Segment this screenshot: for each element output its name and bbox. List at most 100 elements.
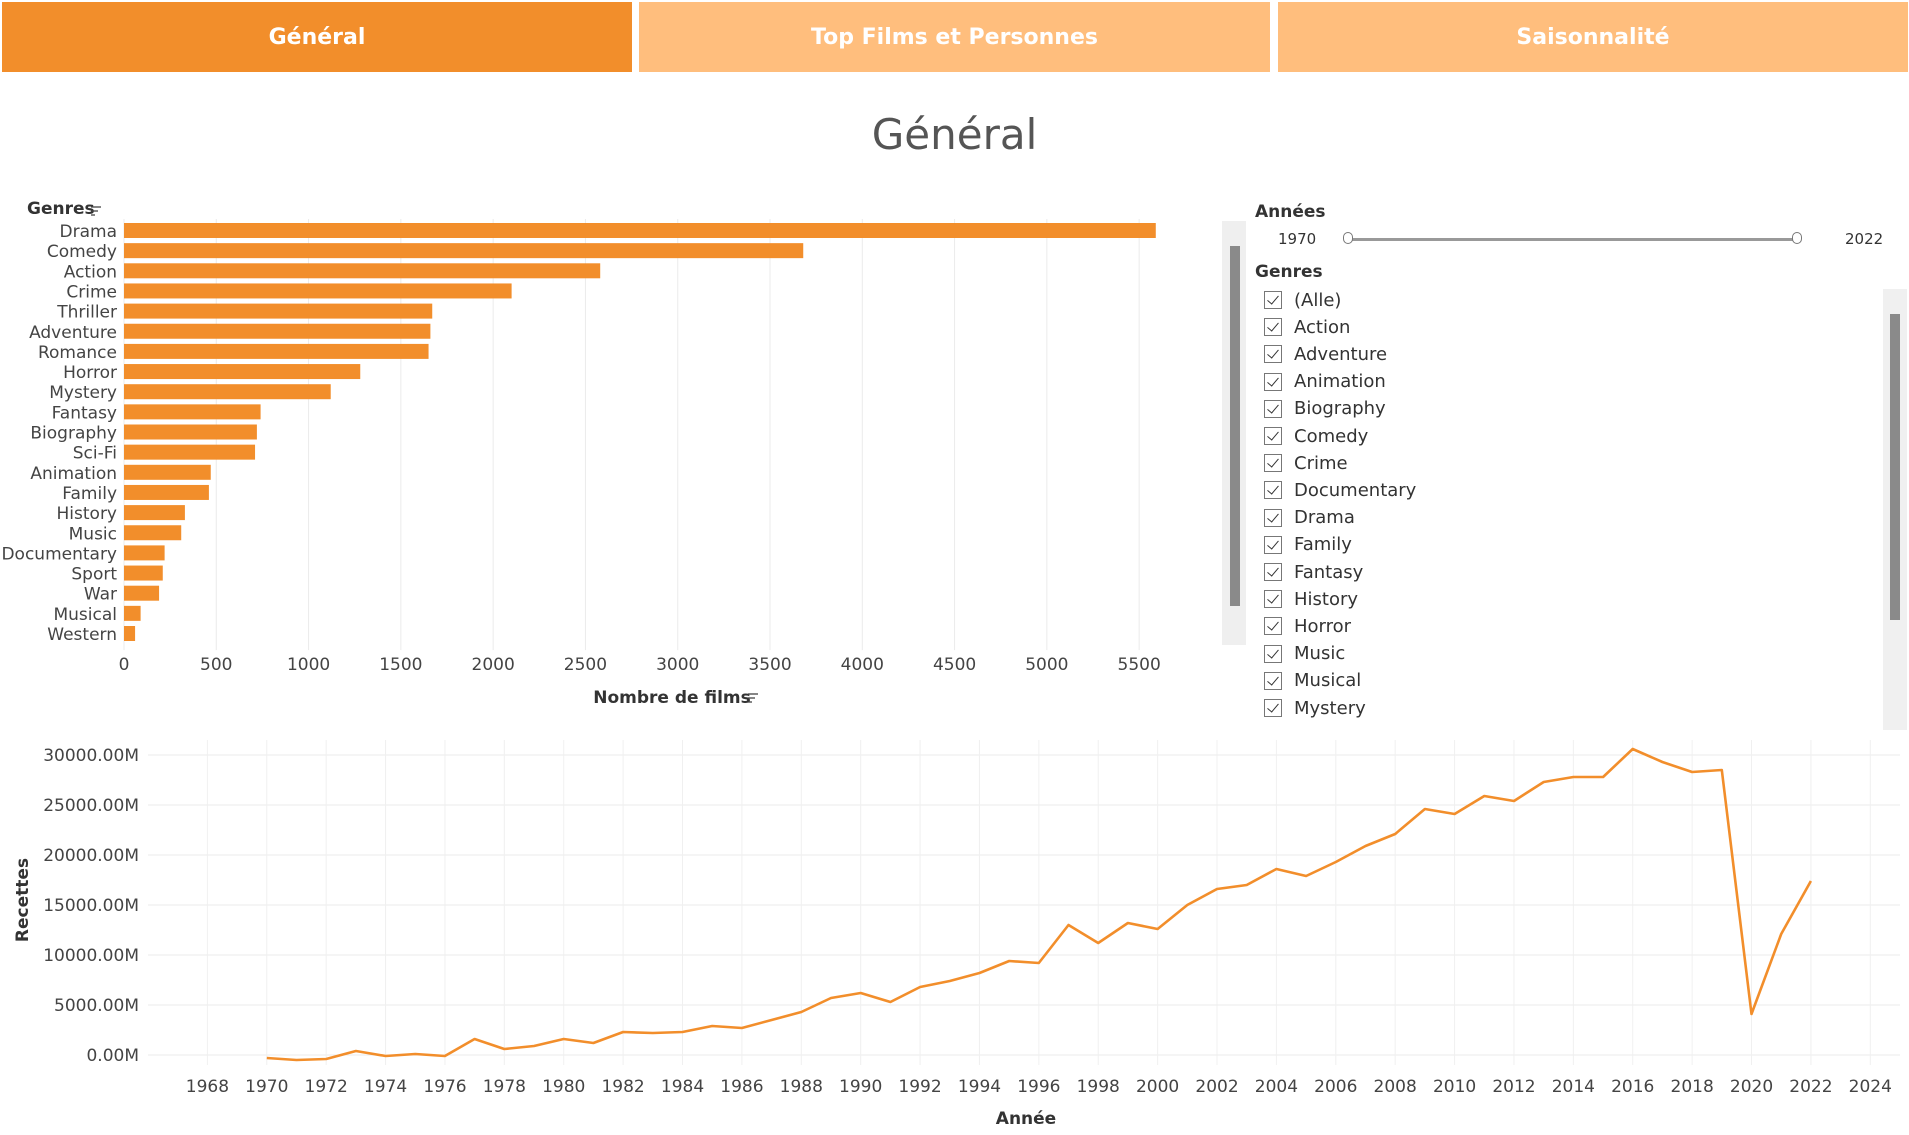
years-slider-min-handle[interactable] — [1343, 232, 1353, 244]
tab-top-films[interactable]: Top Films et Personnes — [639, 2, 1270, 72]
genre-list-scrollbar-thumb[interactable] — [1890, 314, 1900, 620]
genre-option-mystery[interactable]: Mystery — [1262, 695, 1366, 721]
page-title: Général — [871, 110, 1038, 159]
y-tick-label: Romance — [38, 343, 117, 363]
x-tick-label: 2016 — [1611, 1077, 1654, 1097]
x-tick-label: 1998 — [1077, 1077, 1120, 1097]
revenue-line-chart: 0.00M 5000.00M 10000.00M 15000.00M 20000.00M… — [13, 740, 1900, 1129]
genre-option-label: Family — [1294, 534, 1352, 556]
x-tick-label: 1980 — [542, 1077, 585, 1097]
x-tick-label: 2020 — [1730, 1077, 1773, 1097]
x-tick-label: 1990 — [839, 1077, 882, 1097]
x-tick-label: 1994 — [958, 1077, 1001, 1097]
x-tick-label: 2018 — [1671, 1077, 1714, 1097]
checkbox-checked-icon[interactable] — [1264, 508, 1282, 527]
genre-option-biography[interactable]: Biography — [1262, 396, 1386, 422]
x-tick-label: 1982 — [601, 1077, 644, 1097]
genre-option-musical[interactable]: Musical — [1262, 668, 1361, 694]
checkbox-checked-icon[interactable] — [1264, 345, 1282, 364]
x-tick-label: 1974 — [364, 1077, 407, 1097]
bar-fantasy — [124, 404, 261, 420]
x-tick-label: 1992 — [898, 1077, 941, 1097]
x-tick-label: 3000 — [656, 655, 699, 675]
genre-option-label: Adventure — [1294, 343, 1388, 365]
genre-option-horror[interactable]: Horror — [1262, 613, 1351, 639]
genre-option-alle[interactable]: (Alle) — [1262, 287, 1341, 313]
genres-bar-chart: 0 500 1000 1500 2000 2500 3000 3500 4000 4500 5000… — [1, 199, 1160, 708]
genre-option-label: Drama — [1294, 507, 1355, 529]
genre-option-crime[interactable]: Crime — [1262, 450, 1348, 476]
x-tick-label: 2002 — [1195, 1077, 1238, 1097]
y-tick-label: Musical — [53, 605, 117, 625]
x-tick-label: 2006 — [1314, 1077, 1357, 1097]
checkbox-checked-icon[interactable] — [1264, 318, 1282, 337]
x-tick-label: 2000 — [472, 655, 515, 675]
bar-war — [124, 585, 160, 601]
x-tick-label: 2500 — [564, 655, 607, 675]
y-tick-label: 5000.00M — [54, 996, 139, 1016]
checkbox-checked-icon[interactable] — [1264, 617, 1282, 636]
genre-option-fantasy[interactable]: Fantasy — [1262, 559, 1363, 585]
years-max-label: 2022 — [1845, 230, 1884, 248]
x-tick-label: 1970 — [245, 1077, 288, 1097]
tab-label: Saisonnalité — [1516, 24, 1670, 50]
years-slider-track[interactable] — [1348, 238, 1798, 241]
x-tick-label: 1988 — [780, 1077, 823, 1097]
genre-option-label: History — [1294, 588, 1359, 610]
genres-checkbox-list: (Alle) Action Adventure Animation Biography C… — [1262, 287, 1882, 730]
bar-history — [124, 505, 185, 521]
genre-option-label: Animation — [1294, 371, 1386, 393]
checkbox-checked-icon[interactable] — [1264, 699, 1282, 717]
tab-saisonnalite[interactable]: Saisonnalité — [1278, 2, 1908, 72]
checkbox-checked-icon[interactable] — [1264, 563, 1282, 581]
genre-option-adventure[interactable]: Adventure — [1262, 341, 1387, 367]
genre-option-family[interactable]: Family — [1262, 532, 1352, 558]
bar-sport — [124, 565, 163, 581]
chart-scrollbar-thumb[interactable] — [1230, 246, 1240, 606]
sort-icon — [91, 206, 101, 216]
y-tick-label: Fantasy — [52, 403, 117, 423]
genre-option-music[interactable]: Music — [1262, 641, 1345, 667]
genre-option-label: Crime — [1294, 452, 1348, 474]
genre-option-animation[interactable]: Animation — [1262, 369, 1386, 395]
x-axis-title: Année — [996, 1109, 1056, 1129]
x-tick-label: 2014 — [1552, 1077, 1595, 1097]
genre-option-drama[interactable]: Drama — [1262, 505, 1355, 531]
bar-mystery — [124, 384, 331, 400]
y-tick-label: Drama — [60, 222, 117, 242]
y-tick-label: Documentary — [1, 544, 117, 564]
revenue-series-line — [266, 747, 1813, 1062]
checkbox-checked-icon[interactable] — [1264, 671, 1282, 690]
bar-crime — [124, 283, 512, 299]
y-tick-label: Comedy — [47, 242, 117, 262]
bar-comedy — [124, 243, 804, 259]
genre-option-documentary[interactable]: Documentary — [1262, 477, 1416, 503]
checkbox-checked-icon[interactable] — [1264, 427, 1282, 445]
genre-option-action[interactable]: Action — [1262, 314, 1350, 340]
checkbox-checked-icon[interactable] — [1264, 590, 1282, 609]
y-tick-label: Thriller — [56, 303, 117, 323]
checkbox-checked-icon[interactable] — [1264, 291, 1282, 309]
y-axis-title: Genres — [27, 199, 95, 219]
bar-horror — [124, 364, 361, 380]
checkbox-checked-icon[interactable] — [1264, 481, 1282, 500]
years-slider-max-handle[interactable] — [1792, 232, 1802, 244]
genre-option-comedy[interactable]: Comedy — [1262, 423, 1368, 449]
bar-sci-fi — [124, 444, 256, 460]
x-tick-label: 2008 — [1374, 1077, 1417, 1097]
bar-action — [124, 263, 601, 279]
bar-adventure — [124, 323, 431, 339]
tab-general[interactable]: Général — [2, 2, 632, 72]
y-tick-label: Sci-Fi — [73, 444, 117, 464]
y-tick-label: Sport — [71, 565, 117, 585]
y-tick-label: Crime — [66, 282, 117, 302]
checkbox-checked-icon[interactable] — [1264, 535, 1282, 554]
checkbox-checked-icon[interactable] — [1264, 454, 1282, 473]
genre-option-history[interactable]: History — [1262, 586, 1358, 612]
checkbox-checked-icon[interactable] — [1264, 644, 1282, 663]
y-tick-label: Adventure — [29, 323, 117, 343]
x-tick-label: 1984 — [661, 1077, 704, 1097]
checkbox-checked-icon[interactable] — [1264, 372, 1282, 391]
checkbox-checked-icon[interactable] — [1264, 399, 1282, 418]
bar-romance — [124, 343, 429, 359]
